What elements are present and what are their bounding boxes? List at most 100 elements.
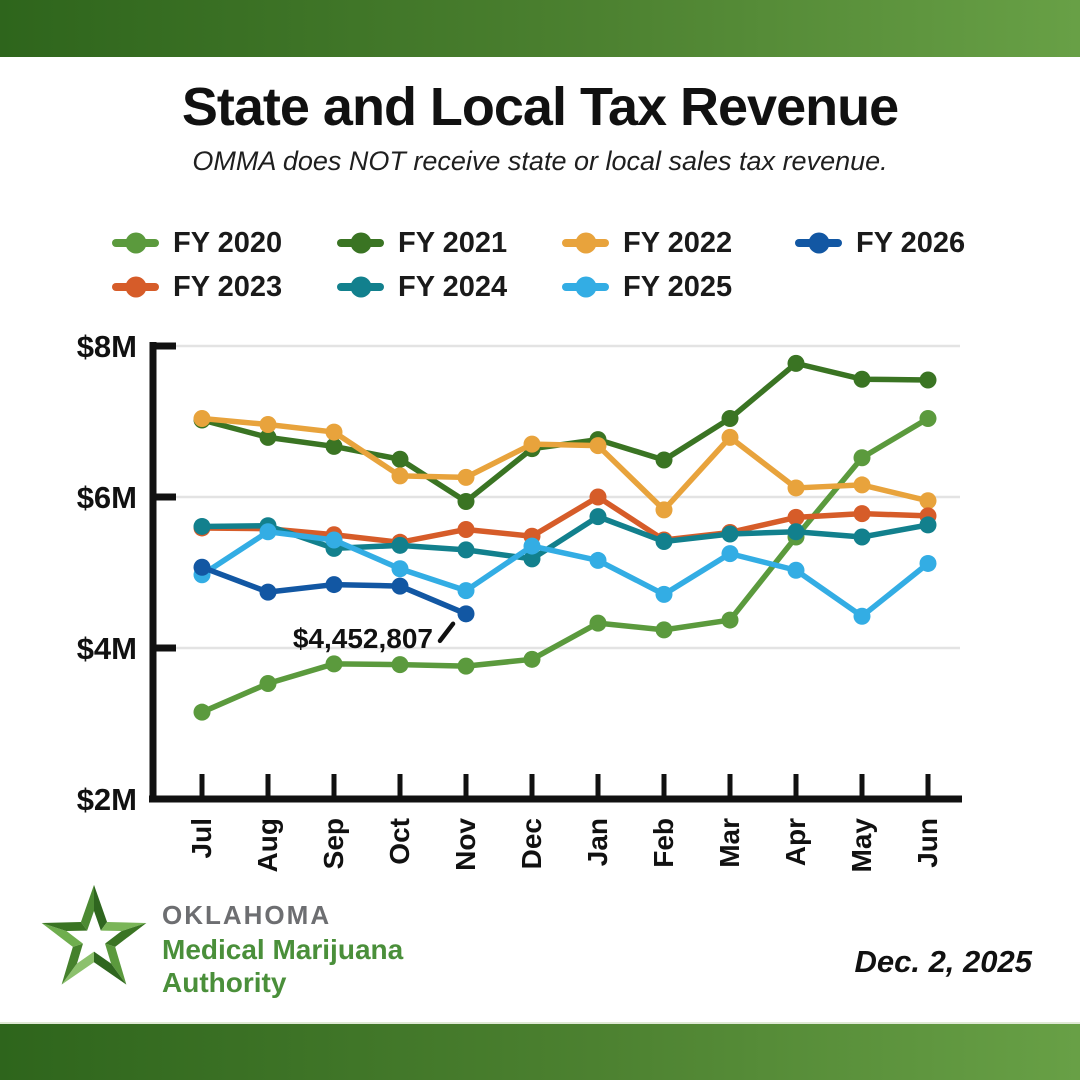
y-axis-label: $8M	[77, 329, 137, 364]
data-point	[325, 655, 343, 673]
data-point	[259, 520, 277, 538]
x-axis-label: Feb	[648, 818, 679, 868]
data-point	[325, 576, 343, 594]
data-point	[523, 527, 541, 545]
x-axis-label: Sep	[318, 818, 349, 869]
data-point	[721, 525, 739, 543]
data-point	[919, 371, 937, 389]
x-axis-label: Oct	[384, 818, 415, 865]
legend-item-fy-2024: FY 2024	[337, 271, 562, 304]
data-point	[457, 605, 475, 623]
series-line-fy-2023	[199, 494, 931, 546]
legend-item-fy-2026: FY 2026	[795, 227, 965, 260]
data-point	[721, 409, 739, 427]
data-point	[523, 537, 541, 555]
data-point	[193, 411, 211, 429]
data-point	[193, 517, 211, 535]
x-axis-label: Aug	[252, 818, 283, 872]
data-point	[655, 451, 673, 469]
data-point	[919, 507, 937, 525]
legend-item-fy-2021: FY 2021	[337, 227, 562, 260]
data-point	[523, 550, 541, 568]
data-point	[721, 611, 739, 629]
data-point	[457, 582, 475, 600]
data-point	[655, 585, 673, 603]
data-point	[391, 656, 409, 674]
data-point	[853, 528, 871, 546]
data-point	[919, 492, 937, 510]
x-axis-label: Mar	[714, 818, 745, 868]
legend-marker-icon	[795, 232, 842, 254]
data-point	[259, 416, 277, 434]
data-point	[457, 657, 475, 675]
data-point	[391, 536, 409, 554]
x-axis-label: Jun	[912, 818, 943, 868]
legend-label: FY 2023	[173, 270, 283, 303]
data-point	[787, 528, 805, 546]
data-point	[523, 440, 541, 458]
data-point	[391, 533, 409, 551]
annotation-value: $4,452,807	[293, 623, 433, 654]
data-point	[655, 621, 673, 639]
legend-label: FY 2026	[856, 226, 966, 259]
legend-label: FY 2024	[398, 270, 508, 303]
chart-legend: FY 2020 FY 2021 FY 2022 FY 2026 FY 2023 FY 20…	[112, 221, 965, 309]
data-point	[193, 703, 211, 721]
data-point	[589, 437, 607, 455]
data-point	[193, 409, 211, 427]
data-point	[259, 674, 277, 692]
data-point	[325, 526, 343, 544]
data-point	[589, 508, 607, 526]
x-axis-label: Jul	[186, 818, 217, 858]
series-line-fy-2021	[199, 360, 931, 505]
date-label: Dec. 2, 2025	[854, 944, 1032, 979]
data-point	[259, 583, 277, 601]
legend-marker-icon	[337, 232, 384, 254]
data-point	[325, 531, 343, 549]
data-point	[457, 493, 475, 511]
series-line-fy-2026	[199, 564, 469, 617]
data-point	[787, 354, 805, 372]
data-point	[391, 467, 409, 485]
data-point	[193, 519, 211, 537]
data-point	[721, 545, 739, 563]
logo-medical-marijuana-label: Medical Marijuana	[162, 934, 404, 965]
data-point	[853, 607, 871, 625]
legend-marker-icon	[562, 232, 609, 254]
data-point	[787, 479, 805, 497]
legend-marker-icon	[337, 276, 384, 298]
series-line-fy-2025	[199, 528, 931, 620]
y-axis-label: $2M	[77, 782, 137, 817]
omma-logo: OKLAHOMA Medical Marijuana Authority	[36, 882, 403, 999]
x-axis-label: Jan	[582, 818, 613, 866]
logo-oklahoma-label: OKLAHOMA	[162, 900, 332, 930]
data-point	[391, 560, 409, 578]
series-line-fy-2024	[199, 513, 931, 562]
data-point	[589, 488, 607, 506]
legend-item-fy-2020: FY 2020	[112, 227, 337, 260]
page-title: State and Local Tax Revenue	[181, 77, 899, 137]
data-point	[721, 523, 739, 541]
data-point	[919, 409, 937, 427]
x-axis-label: Dec	[516, 818, 547, 869]
legend-label: FY 2021	[398, 226, 508, 259]
y-axis-label: $6M	[77, 480, 137, 515]
data-point	[589, 431, 607, 449]
series-line-fy-2020	[199, 415, 931, 715]
data-point	[919, 554, 937, 572]
bottom-border-band	[0, 1022, 1080, 1080]
series-line-fy-2022	[199, 415, 931, 513]
data-point	[391, 577, 409, 595]
omma-star-icon	[41, 884, 147, 985]
data-point	[853, 476, 871, 494]
data-point	[523, 435, 541, 453]
data-point	[259, 428, 277, 446]
data-point	[391, 450, 409, 468]
page-subtitle: OMMA does NOT receive state or local sal…	[192, 146, 888, 176]
data-point	[919, 516, 937, 534]
legend-item-fy-2023: FY 2023	[112, 271, 337, 304]
data-point	[853, 505, 871, 523]
data-point	[655, 501, 673, 519]
data-point	[457, 468, 475, 486]
